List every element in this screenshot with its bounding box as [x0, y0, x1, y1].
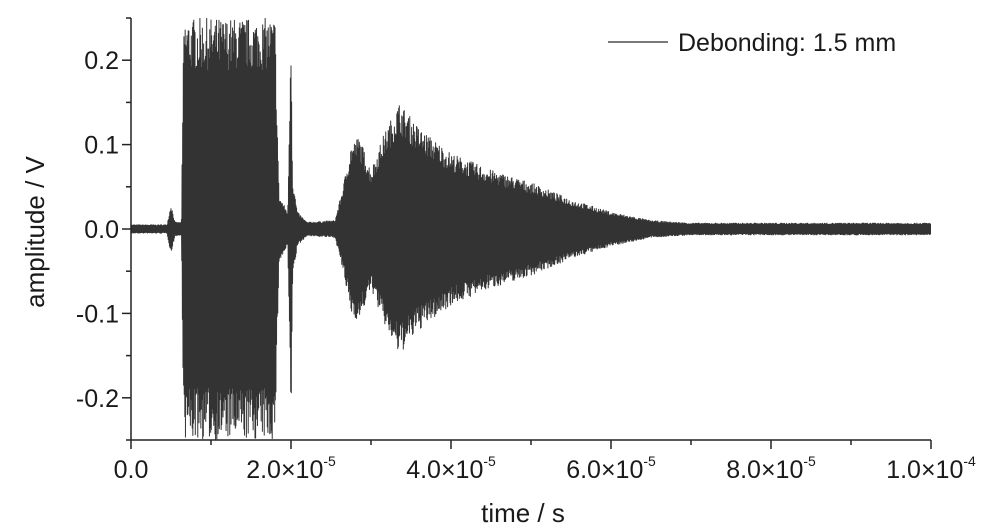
legend-label: Debonding: 1.5 mm: [678, 29, 896, 57]
y-axis-title: amplitude / V: [20, 155, 50, 307]
series-line: [131, 18, 931, 440]
x-tick-label: 2.0×10-5: [246, 453, 336, 484]
y-tick-label: 0.1: [84, 132, 119, 160]
x-tick-label: 8.0×10-5: [726, 453, 816, 484]
x-tick-label: 1.0×10-4: [886, 453, 976, 484]
x-tick-label: 6.0×10-5: [566, 453, 656, 484]
y-tick-label: 0.2: [84, 47, 119, 75]
y-tick-label: 0.0: [84, 216, 119, 244]
x-axis-title: time / s: [481, 498, 565, 528]
x-tick-label: 4.0×10-5: [406, 453, 496, 484]
series-layer: [131, 18, 931, 440]
y-tick-label: -0.2: [76, 385, 119, 413]
y-tick-label: -0.1: [76, 300, 119, 328]
ticks-layer: 0.0 2.0×10-5 4.0×10-5 6.0×10-5 8.0×10-5 1.0×1…: [76, 17, 976, 484]
legend: Debonding: 1.5 mm: [608, 29, 896, 57]
x-tick-label: 0.0: [114, 456, 149, 484]
